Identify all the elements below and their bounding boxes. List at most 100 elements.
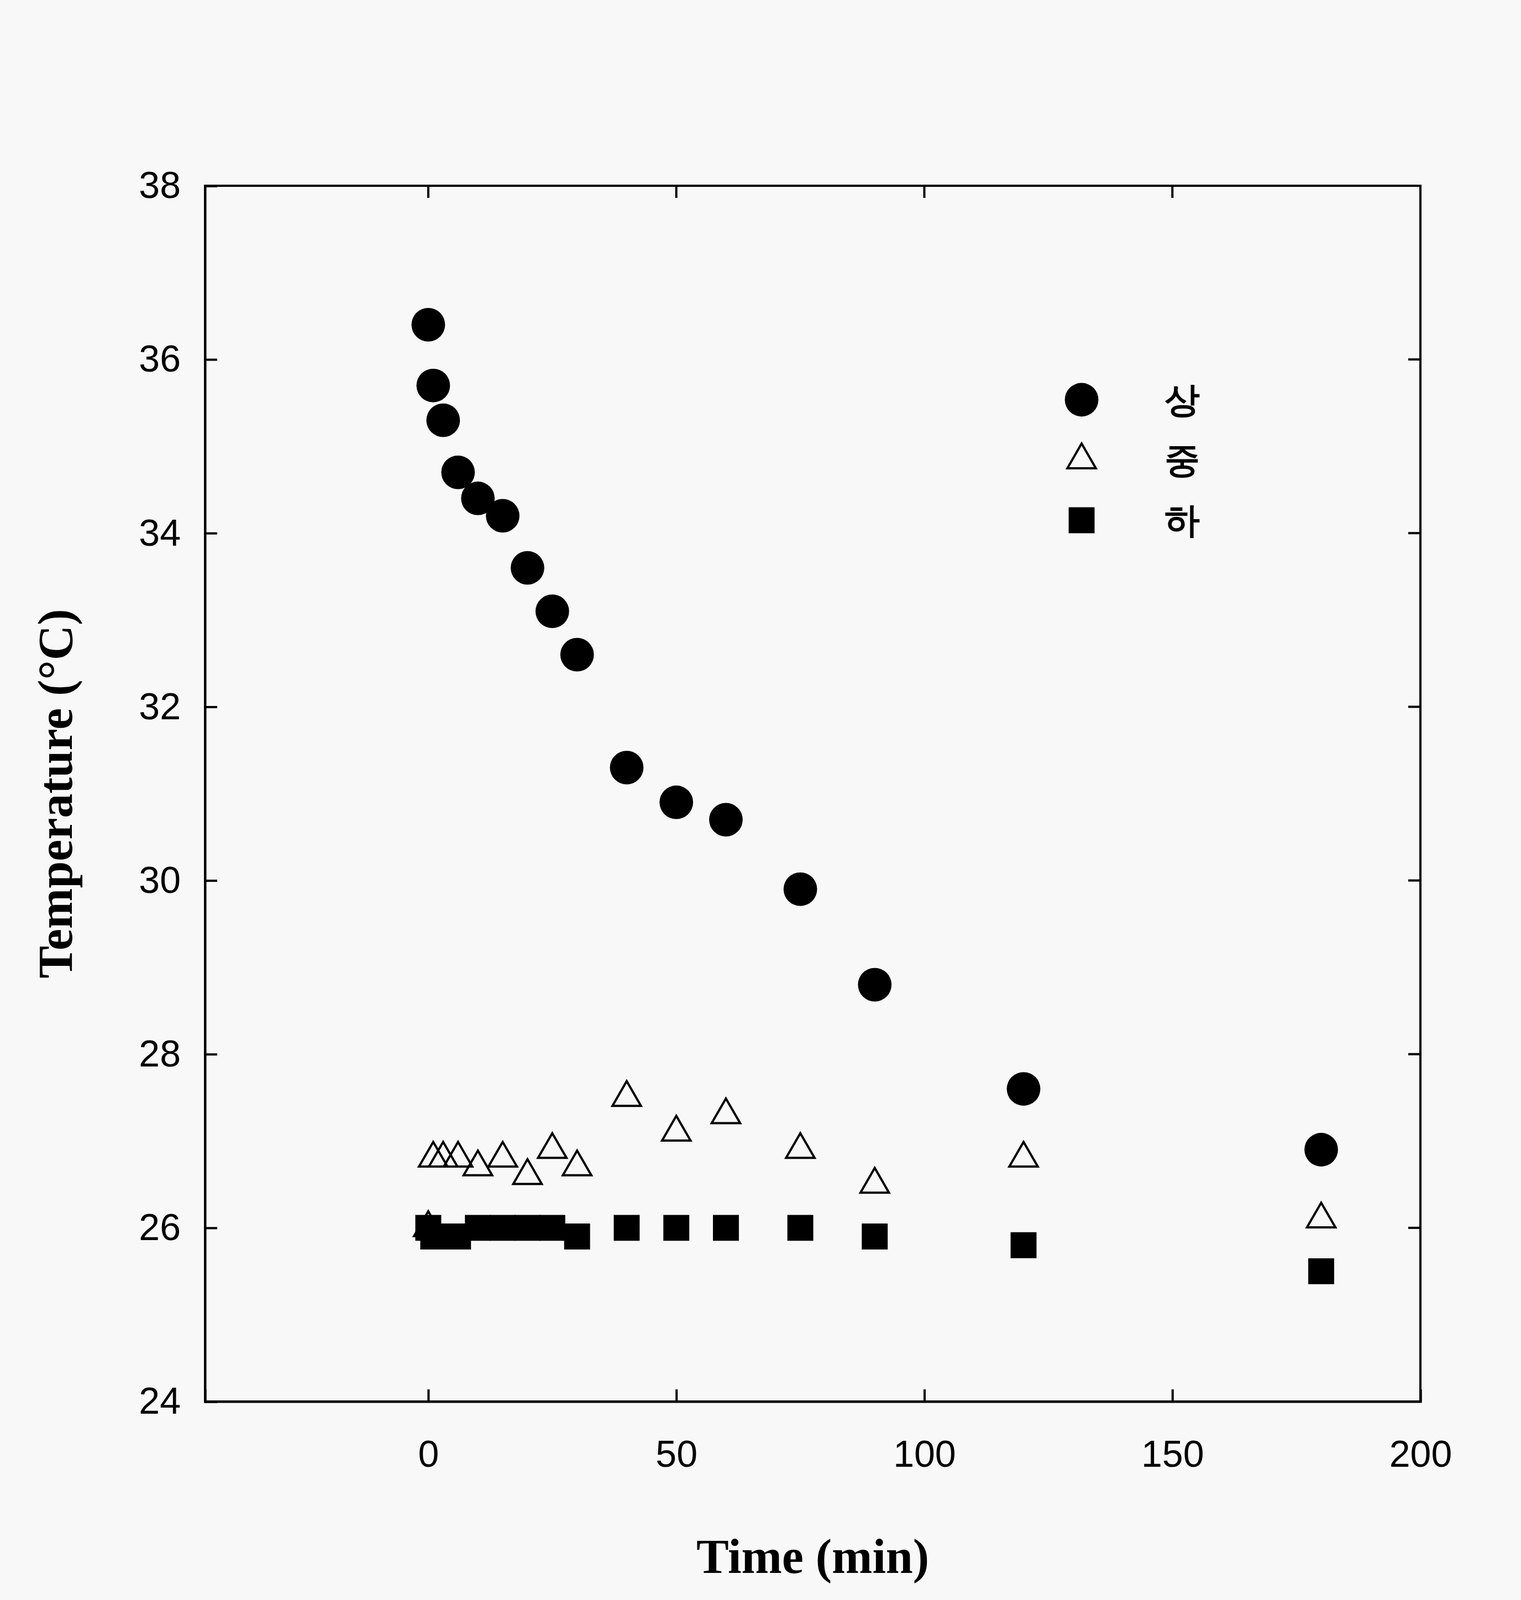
point	[428, 1141, 458, 1167]
point	[418, 1141, 448, 1167]
x-tick: 0	[417, 1388, 439, 1475]
point	[464, 1214, 491, 1241]
point	[613, 1214, 640, 1241]
y-right-ticks	[1408, 185, 1421, 1402]
y-tick: 30	[138, 858, 218, 901]
y-tick-label: 30	[138, 858, 181, 901]
point	[426, 403, 460, 438]
y-right-tick-mark	[1408, 1399, 1421, 1403]
x-tick: 150	[1141, 1388, 1204, 1475]
x-tick-label: 50	[655, 1432, 698, 1475]
point	[514, 1214, 541, 1241]
x-axis-title: Time (min)	[696, 1529, 930, 1583]
x-top-tick-mark	[1419, 185, 1422, 198]
y-right-tick-mark	[1408, 1052, 1421, 1056]
x-tick-label: 100	[893, 1432, 956, 1475]
point	[562, 1150, 592, 1176]
x-tick-mark	[1419, 1388, 1423, 1402]
point	[861, 1223, 888, 1250]
y-tick: 38	[138, 163, 218, 206]
x-tick-label: 150	[1141, 1432, 1204, 1475]
point	[1010, 1231, 1037, 1258]
y-tick: 24	[138, 1378, 218, 1421]
legend: 상중하	[1065, 379, 1200, 541]
point	[411, 307, 446, 342]
legend-marker	[1065, 383, 1099, 417]
legend-marker	[1067, 443, 1096, 469]
series	[415, 1214, 1334, 1284]
y-right-tick-mark	[1408, 705, 1421, 708]
y-tick-label: 38	[138, 163, 181, 206]
y-tick-mark	[205, 1400, 218, 1403]
point	[488, 1141, 518, 1167]
point	[535, 594, 570, 628]
y-right-tick-mark	[1408, 1226, 1421, 1229]
point	[787, 1214, 814, 1241]
point	[539, 1214, 566, 1241]
x-tick: 50	[655, 1388, 698, 1475]
point	[1307, 1202, 1336, 1227]
y-right-tick-mark	[1408, 184, 1421, 187]
point	[510, 551, 545, 585]
y-tick-label: 32	[138, 684, 181, 727]
series	[411, 307, 1339, 1167]
point	[659, 785, 694, 820]
x-top-tick-mark	[1171, 185, 1174, 198]
point	[662, 1115, 691, 1141]
point	[416, 368, 450, 403]
y-tick-label: 28	[138, 1031, 181, 1074]
y-tick-label: 24	[138, 1378, 181, 1421]
plot-frame	[205, 185, 1421, 1402]
x-top-tick-mark	[427, 185, 430, 198]
y-tick-mark	[205, 185, 218, 188]
x-axis: 0 50 100 150 200	[205, 1388, 1453, 1475]
x-tick: 100	[893, 1388, 956, 1475]
y-tick-mark	[205, 1052, 218, 1056]
x-tick-mark	[427, 1388, 430, 1402]
point	[538, 1133, 568, 1158]
point	[564, 1223, 591, 1250]
y-right-tick-mark	[1408, 531, 1421, 534]
point	[610, 750, 644, 785]
x-tick: 200	[1389, 1388, 1452, 1475]
point	[560, 637, 595, 672]
x-tick-mark	[1171, 1388, 1174, 1402]
y-tick-mark	[205, 532, 218, 535]
y-right-tick-mark	[1408, 879, 1421, 882]
point	[857, 967, 892, 1002]
point	[463, 1150, 493, 1176]
legend-label: 상	[1164, 379, 1200, 421]
point	[1009, 1141, 1038, 1167]
legend-marker	[1068, 507, 1095, 534]
point	[489, 1214, 516, 1241]
x-top-tick-mark	[675, 185, 678, 198]
point	[711, 1098, 741, 1124]
chart: 0 50 100 150 200 24 26 28 30 32 34 36 38 Time (min) Te…	[0, 0, 1521, 1600]
y-tick: 34	[138, 511, 218, 554]
point	[709, 802, 743, 837]
point	[860, 1167, 890, 1193]
point	[1308, 1257, 1335, 1284]
y-tick-mark	[205, 879, 218, 882]
series	[413, 1080, 1336, 1236]
x-tick-mark	[675, 1388, 678, 1402]
y-tick: 26	[138, 1205, 218, 1248]
y-tick-label: 26	[138, 1205, 181, 1248]
point	[612, 1080, 642, 1106]
x-tick-label: 0	[417, 1432, 439, 1475]
y-axis-line	[205, 186, 218, 1402]
y-tick-mark	[205, 1226, 218, 1229]
y-tick: 32	[138, 684, 218, 727]
y-tick-mark	[205, 358, 218, 361]
x-axis-line	[205, 1388, 1421, 1402]
y-tick-label: 34	[138, 511, 181, 554]
legend-label: 하	[1164, 499, 1200, 541]
marks	[411, 307, 1339, 1284]
x-tick-label: 200	[1389, 1432, 1452, 1475]
y-right-tick-mark	[1408, 358, 1421, 361]
y-tick: 28	[138, 1031, 218, 1074]
y-tick-label: 36	[138, 337, 181, 380]
y-axis-title: Temperature (°C)	[28, 608, 83, 978]
x-tick-mark	[923, 1388, 926, 1402]
x-top-ticks	[428, 185, 1421, 198]
